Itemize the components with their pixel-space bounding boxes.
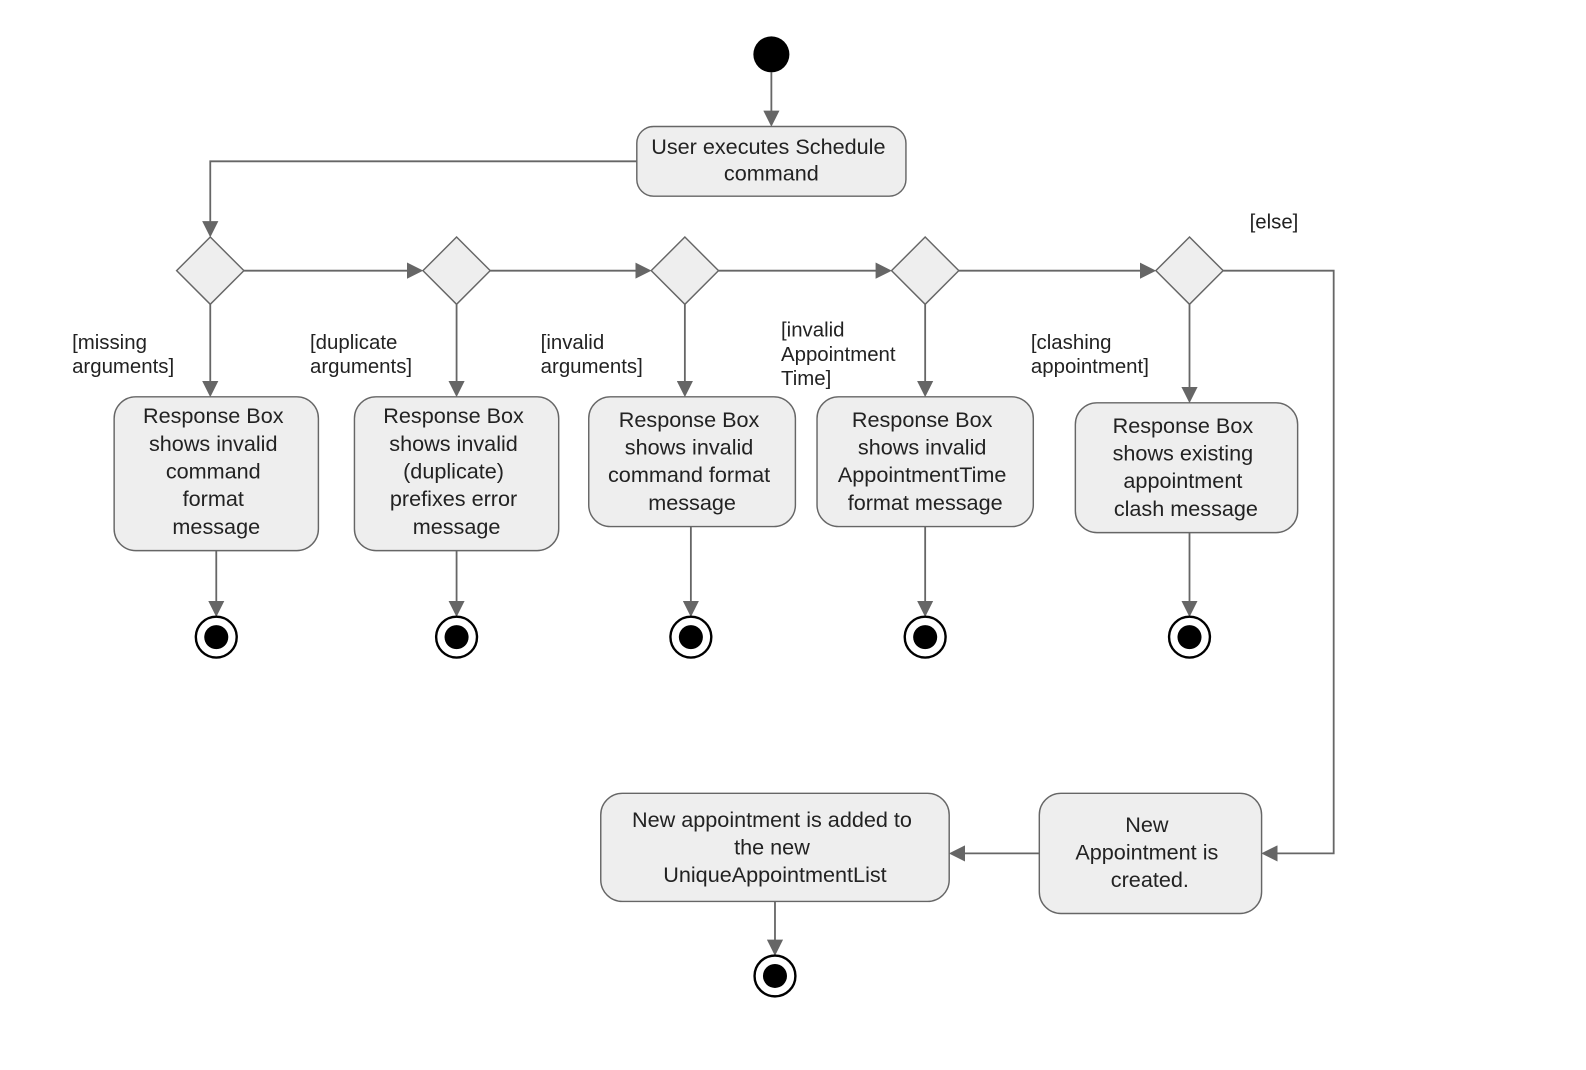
text: appointment — [1123, 468, 1242, 493]
text: Appointment is — [1075, 839, 1218, 864]
text: message — [172, 514, 260, 539]
text: shows invalid — [858, 434, 987, 459]
svg-text:[duplicate arguments]: [duplicate arguments] — [310, 332, 412, 378]
end-node — [670, 617, 711, 658]
end-node — [905, 617, 946, 658]
text: UniqueAppointmentList — [663, 862, 886, 887]
decision-d5 — [1156, 237, 1223, 304]
text: format — [183, 486, 244, 511]
end-node — [436, 617, 477, 658]
guard-label: [invalid — [541, 332, 605, 354]
svg-text:[else]: [else] — [1250, 212, 1299, 234]
text: clash message — [1114, 496, 1258, 521]
text: User executes Schedule — [651, 134, 885, 159]
guard-label: [missing — [72, 332, 147, 354]
text: command format — [608, 462, 770, 487]
guard-label: [clashing — [1031, 332, 1112, 354]
decision-d3 — [651, 237, 718, 304]
decision-d2 — [423, 237, 490, 304]
svg-text:[invalid Appointment T: [invalid Appointment Time] — [781, 320, 901, 390]
text: format message — [848, 490, 1003, 515]
text: shows invalid — [625, 434, 754, 459]
decision-d1 — [177, 237, 244, 304]
text: command — [166, 459, 261, 484]
guard-label: appointment] — [1031, 356, 1149, 378]
end-node — [1169, 617, 1210, 658]
text: AppointmentTime — [838, 462, 1007, 487]
guard-label: arguments] — [72, 356, 174, 378]
text: Response Box — [143, 403, 284, 428]
end-node — [755, 956, 796, 997]
text: shows invalid — [149, 431, 278, 456]
edge — [1223, 271, 1334, 854]
guard-label: [else] — [1250, 212, 1299, 234]
text: Response Box — [852, 407, 993, 432]
guard-label: Time] — [781, 368, 831, 390]
text: Response Box — [1113, 413, 1254, 438]
end-node — [196, 617, 237, 658]
text: prefixes error — [390, 486, 517, 511]
guard-label: arguments] — [310, 356, 412, 378]
text: shows existing — [1113, 441, 1254, 466]
guard-label: Appointment — [781, 344, 896, 366]
guard-label: [invalid — [781, 320, 845, 342]
text: the new — [734, 835, 810, 860]
start-node — [753, 36, 789, 72]
text: Response Box — [383, 403, 524, 428]
svg-text:[clashing appointment]: [clashing appointment] — [1031, 332, 1149, 378]
decision-d4 — [892, 237, 959, 304]
text: message — [648, 490, 736, 515]
text: message — [413, 514, 501, 539]
activity-diagram: User executes Schedule command [missing … — [0, 0, 1586, 1070]
guard-label: arguments] — [541, 356, 643, 378]
text: (duplicate) — [403, 459, 504, 484]
text: Response Box — [619, 407, 760, 432]
text: New appointment is added to — [632, 807, 912, 832]
guard-label: [duplicate — [310, 332, 397, 354]
text: created. — [1111, 867, 1189, 892]
text: command — [724, 161, 819, 186]
text: shows invalid — [389, 431, 518, 456]
svg-text:[invalid arguments]: [invalid arguments] — [541, 332, 643, 378]
edge — [210, 161, 637, 234]
svg-text:[missing arguments]: [missing arguments] — [72, 332, 174, 378]
text: New — [1125, 812, 1169, 837]
